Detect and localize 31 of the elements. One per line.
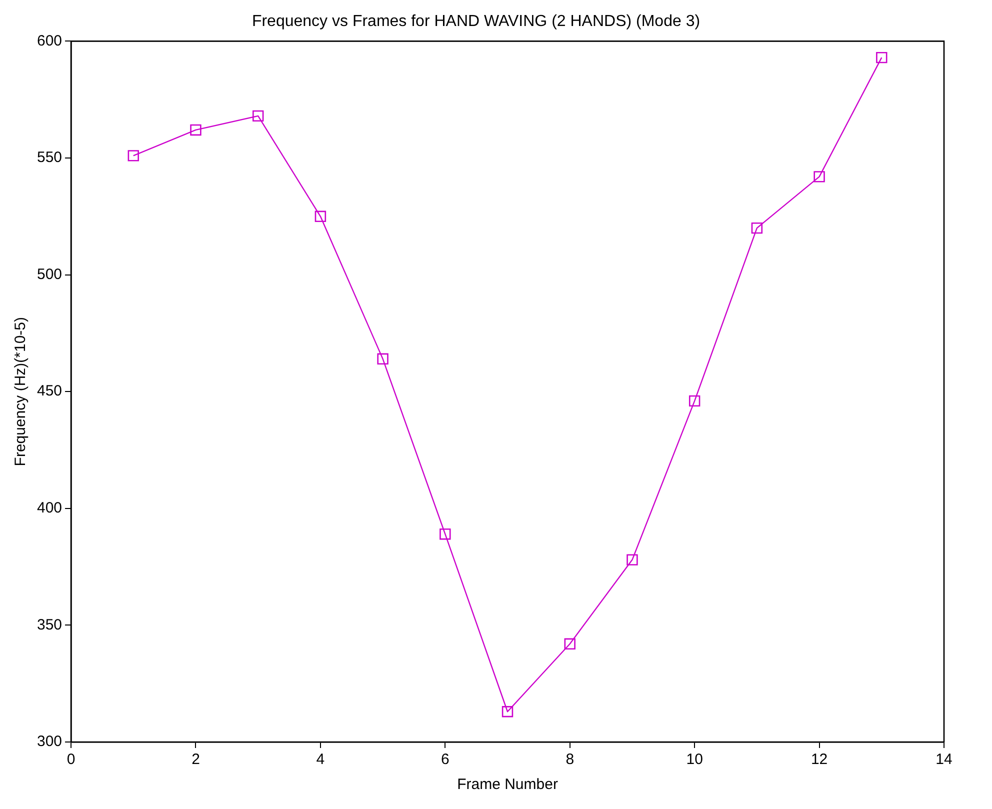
point xyxy=(128,150,139,162)
x-tick-label: 0 xyxy=(66,751,76,768)
point xyxy=(688,395,700,407)
x-tick-label: 10 xyxy=(686,751,703,768)
y-tick-label: 300 xyxy=(36,733,62,750)
y-axis-title: Frequency (Hz)(*10-5) xyxy=(12,316,30,466)
chart-title: Frequency vs Frames for HAND WAVING (2 HANDS) (Mode 3) xyxy=(252,13,700,30)
y-tick-label: 550 xyxy=(36,149,62,166)
point xyxy=(751,222,763,234)
point xyxy=(876,52,888,64)
point xyxy=(564,638,576,650)
x-tick-label: 14 xyxy=(936,751,952,768)
x-tick-label: 6 xyxy=(440,751,450,768)
y-tick-label: 500 xyxy=(36,266,62,283)
point xyxy=(314,210,326,222)
y-tick-label: 350 xyxy=(36,616,62,634)
point xyxy=(440,528,451,540)
x-axis-title: Frame Number xyxy=(457,776,558,794)
point xyxy=(252,110,264,122)
point xyxy=(190,124,202,136)
x-tick-label: 4 xyxy=(316,751,325,768)
y-tick-label: 400 xyxy=(36,500,62,517)
point xyxy=(814,171,825,182)
point xyxy=(626,554,638,566)
point xyxy=(377,353,388,364)
y-tick-label: 600 xyxy=(36,32,62,50)
point xyxy=(502,706,514,718)
x-tick-label: 2 xyxy=(192,751,200,768)
y-tick-label: 450 xyxy=(36,382,62,400)
x-tick-label: 8 xyxy=(566,751,574,768)
x-tick-label: 12 xyxy=(810,751,828,768)
